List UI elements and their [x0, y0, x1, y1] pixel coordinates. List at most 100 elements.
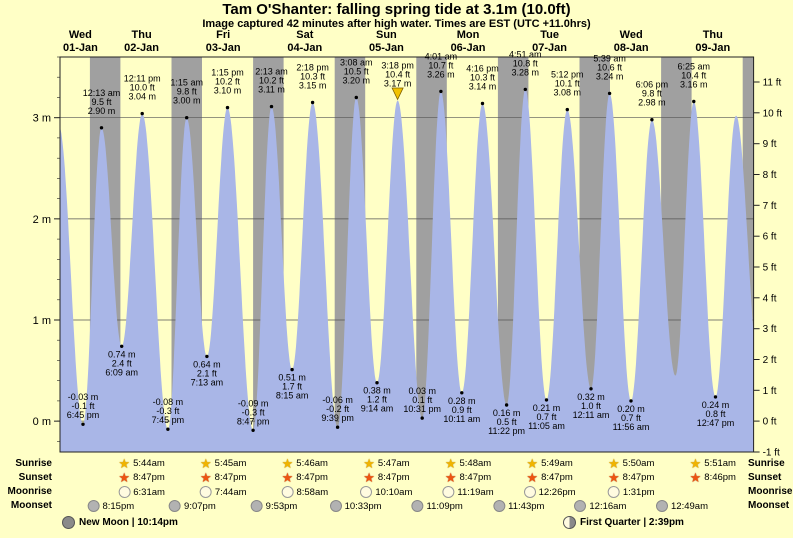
extreme-dot [607, 91, 612, 96]
astro-row-label-right: Sunrise [748, 458, 785, 469]
tide-extreme-label: 3.26 m [427, 69, 455, 79]
extreme-dot [692, 99, 696, 104]
astro-time-cell-sunrise: ★ 5:50am [608, 457, 654, 470]
extreme-dot [251, 428, 255, 432]
tide-extreme-label: 9:39 pm [321, 413, 354, 423]
astro-time-cell-sunrise: ★ 5:51am [689, 456, 736, 471]
day-label-date: 03-Jan [206, 42, 241, 54]
moonrise-circle [199, 486, 212, 498]
astro-time-cell-sunset: ★ 8:47pm [363, 471, 409, 484]
astro-time-label: 11:43pm [508, 500, 545, 512]
tide-extreme-label: 10.8 ft [513, 58, 539, 68]
left-axis-label: 3 m [33, 113, 51, 125]
tide-extreme-label: -0.3 ft [156, 406, 180, 416]
plot-border [59, 56, 755, 453]
tide-extreme-label: 0.7 ft [536, 412, 557, 422]
tide-extreme-label: -0.06 m [322, 395, 353, 405]
astro-time-cell-sunrise: ★ 5:48am [445, 457, 491, 470]
extreme-dot [225, 105, 230, 110]
moonrise-circle [442, 486, 455, 498]
tide-extreme-label: 0.9 ft [452, 405, 473, 415]
tide-extreme-label: 3.11 m [258, 85, 285, 95]
day-label-weekday: Tue [540, 29, 559, 41]
tide-extreme-label: 3:18 pm [381, 61, 414, 71]
tide-extreme-label: 10.4 ft [385, 70, 411, 80]
day-label-weekday: Sat [296, 29, 313, 41]
day-label-weekday: Mon [457, 29, 480, 41]
extreme-dot [354, 95, 358, 100]
astro-time-cell-moonset: 8:15pm [87, 500, 134, 512]
extreme-dot [99, 126, 104, 130]
tide-extreme-label: 5:39 am [593, 53, 626, 63]
current-time-marker [391, 87, 404, 101]
right-axis-label: 2 ft [763, 355, 777, 366]
astro-time-label: 8:47pm [541, 472, 573, 483]
tide-extreme-label: 1.2 ft [367, 395, 388, 405]
astro-row-label-right: Moonrise [748, 486, 793, 497]
tide-extreme-label: 0.28 m [448, 396, 476, 406]
tide-extreme-label: 3.28 m [512, 67, 540, 77]
tide-extreme-label: -0.08 m [153, 397, 184, 407]
day-label-weekday: Thu [132, 29, 152, 41]
tide-extreme-label: 0.74 m [108, 349, 136, 359]
tide-extreme-label: 3.17 m [384, 79, 412, 89]
left-axis-label: 2 m [33, 214, 51, 226]
tide-extreme-label: 3.00 m [173, 96, 201, 106]
astro-time-label: 12:26pm [538, 486, 576, 498]
tide-extreme-label: 0.8 ft [705, 409, 726, 419]
tide-extreme-label: -0.09 m [238, 398, 269, 408]
astro-time-cell-moonset: 11:09pm [411, 500, 463, 512]
moonset-circle [656, 500, 669, 512]
tide-extreme-label: 2.1 ft [197, 368, 218, 378]
astro-row-label-right: Moonset [748, 500, 790, 511]
tide-extreme-label: 0.20 m [617, 404, 645, 414]
extreme-dot [290, 367, 294, 372]
tide-extreme-label: 1:15 pm [211, 68, 244, 78]
right-axis-label: 8 ft [763, 170, 777, 181]
sunrise-star: ★ [200, 456, 212, 471]
moonset-circle [250, 500, 263, 512]
right-axis-label: 11 ft [763, 78, 782, 89]
astro-time-label: 7:44am [214, 486, 247, 498]
tide-extreme-label: 2.98 m [638, 98, 666, 108]
extreme-dot [650, 118, 654, 122]
tide-extreme-label: 3.04 m [128, 92, 156, 102]
tide-extreme-label: 1:15 am [170, 78, 203, 88]
astro-time-cell-moonrise: 11:19am [442, 486, 494, 498]
moonrise-circle [360, 486, 373, 498]
extreme-dot [480, 101, 485, 106]
tide-extreme-label: -0.03 m [68, 392, 99, 402]
tide-extreme-label: 1.0 ft [581, 401, 602, 411]
right-axis-label: 1 ft [763, 386, 777, 397]
extreme-dot [335, 425, 340, 429]
tide-extreme-label: 0.1 ft [412, 395, 433, 405]
astro-time-label: 11:19am [457, 486, 494, 498]
astro-row-label-left: Sunset [18, 472, 52, 483]
astro-time-cell-moonrise: 10:10am [360, 486, 412, 498]
astro-time-cell-moonrise: 6:31am [118, 486, 165, 498]
astro-time-cell-sunrise: ★ 5:46am [282, 457, 328, 470]
tide-extreme-label: 0.5 ft [497, 417, 518, 427]
sunrise-star: ★ [689, 456, 702, 471]
moonrise-circle [523, 486, 536, 498]
day-label-date: 08-Jan [614, 42, 649, 54]
astro-time-cell-sunset: ★ 8:47pm [445, 471, 491, 484]
astro-time-label: 9:07pm [184, 500, 216, 512]
extreme-dot [629, 399, 633, 403]
page-subtitle: Image captured 42 minutes after high wat… [202, 18, 591, 30]
tide-extreme-label: 4:51 am [509, 49, 542, 59]
right-axis-label: -1 ft [763, 448, 780, 459]
tide-extreme-label: 0.24 m [702, 400, 730, 410]
tide-extreme-label: 3.08 m [554, 88, 582, 98]
tide-extreme-label: 10.2 ft [215, 77, 241, 87]
day-label-weekday: Sun [376, 29, 397, 41]
astro-time-label: 8:47pm [133, 472, 165, 483]
extreme-dot [310, 100, 315, 105]
astro-time-label: 5:51am [704, 458, 736, 469]
extreme-dot [439, 89, 443, 94]
tide-extreme-label: 7:45 pm [152, 415, 185, 425]
tide-extreme-label: 9.5 ft [91, 97, 112, 107]
moonset-circle [329, 500, 342, 512]
tide-extreme-label: 3.10 m [214, 86, 242, 96]
